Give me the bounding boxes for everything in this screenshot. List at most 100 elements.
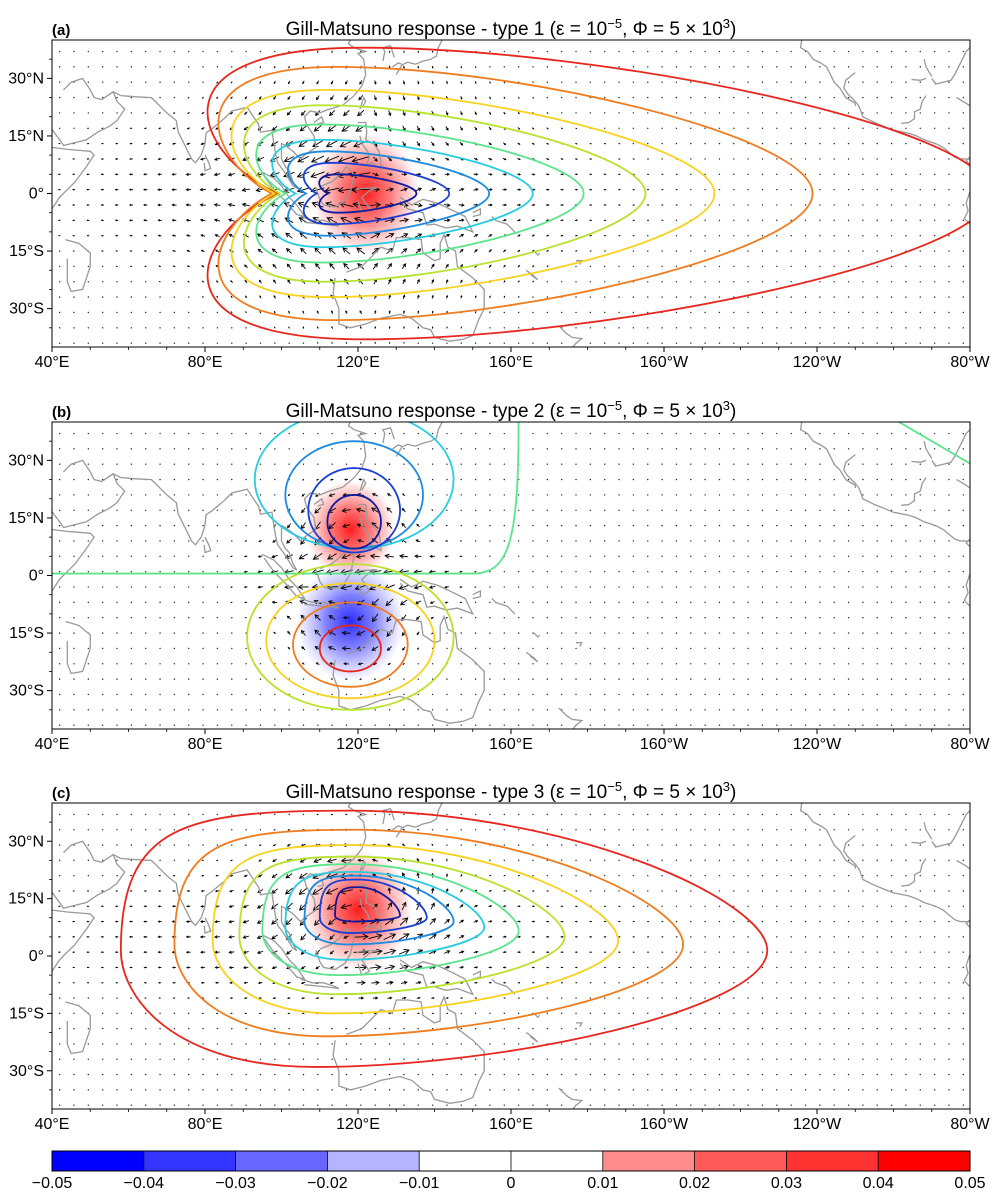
vector-dot <box>73 694 74 695</box>
vector-dot <box>217 617 218 618</box>
vector-dot <box>73 602 74 603</box>
vector-dot <box>159 1104 160 1105</box>
vector-dot <box>862 174 863 175</box>
vector-dot <box>891 112 892 113</box>
vector-dot <box>661 327 662 328</box>
vector-dot <box>762 571 763 572</box>
vector-dot <box>790 694 791 695</box>
vector-dot <box>733 204 734 205</box>
vector-dot <box>518 1089 519 1090</box>
vector-dot <box>604 982 605 983</box>
vector-head <box>446 311 447 312</box>
vector-dot <box>790 648 791 649</box>
vector-dot <box>375 1043 376 1044</box>
vector-dot <box>805 327 806 328</box>
vector-dot <box>819 632 820 633</box>
vector-dot <box>116 875 117 876</box>
vector-dot <box>762 906 763 907</box>
vector-dot <box>131 663 132 664</box>
vector-dot <box>819 250 820 251</box>
vector-dot <box>762 632 763 633</box>
vector-dot <box>948 678 949 679</box>
vector-dot <box>877 143 878 144</box>
vector-dot <box>346 1059 347 1060</box>
vector-dot <box>547 479 548 480</box>
vector-dot <box>461 663 462 664</box>
vector-dot <box>948 617 949 618</box>
vector-dot <box>131 829 132 830</box>
vector-dot <box>260 1089 261 1090</box>
vector-head <box>375 1028 376 1029</box>
vector-dot <box>489 342 490 343</box>
vector-dot <box>877 510 878 511</box>
vector-dot <box>590 814 591 815</box>
vector-dot <box>188 525 189 526</box>
vector-dot <box>704 1028 705 1029</box>
vector-dot <box>73 1028 74 1029</box>
vector-head <box>188 97 189 98</box>
vector-head <box>418 327 419 328</box>
vector-dot <box>719 143 720 144</box>
vector-dot <box>561 479 562 480</box>
vector-dot <box>489 540 490 541</box>
vector-dot <box>604 51 605 52</box>
vector-dot <box>590 694 591 695</box>
vector-dot <box>719 128 720 129</box>
vector-dot <box>776 936 777 937</box>
vector-dot <box>963 586 964 587</box>
vector-dot <box>733 632 734 633</box>
vector-dot <box>518 844 519 845</box>
vector-head <box>59 143 60 144</box>
vector-dot <box>131 281 132 282</box>
vector-dot <box>848 632 849 633</box>
vector-dot <box>762 724 763 725</box>
vector-dot <box>877 266 878 267</box>
vector-dot <box>776 890 777 891</box>
vector-dot <box>747 648 748 649</box>
vector-dot <box>877 448 878 449</box>
vector-head <box>318 343 319 344</box>
vector-dot <box>805 189 806 190</box>
vector-dot <box>690 1104 691 1105</box>
vector-dot <box>547 97 548 98</box>
vector-dot <box>891 617 892 618</box>
vector-dot <box>762 875 763 876</box>
vector-dot <box>561 525 562 526</box>
vector-dot <box>590 617 591 618</box>
vector-head <box>576 220 577 221</box>
vector-dot <box>848 128 849 129</box>
vector-head <box>159 982 160 983</box>
vector-head <box>88 982 89 983</box>
vector-head <box>331 679 332 680</box>
vector-head <box>174 998 175 999</box>
vector-dot <box>59 829 60 830</box>
vector-dot <box>561 1059 562 1060</box>
vector-dot <box>303 678 304 679</box>
vector-dot <box>733 128 734 129</box>
panel-a: 40°E 80°E 120°E 160°E 160°W 120°W 80°W30°N15°N… <box>8 16 990 371</box>
vector-dot <box>604 82 605 83</box>
vector-dot <box>805 648 806 649</box>
vector-dot <box>790 494 791 495</box>
vector-dot <box>704 158 705 159</box>
vector-dot <box>547 540 548 541</box>
vector-dot <box>647 875 648 876</box>
vector-dot <box>245 510 246 511</box>
vector-dot <box>790 556 791 557</box>
vector-dot <box>446 694 447 695</box>
vector-dot <box>202 586 203 587</box>
vector-head <box>87 174 88 175</box>
vector-dot <box>504 602 505 603</box>
vector-dot <box>647 281 648 282</box>
vector-dot <box>848 494 849 495</box>
vector-dot <box>88 296 89 297</box>
vector-dot <box>633 66 634 67</box>
vector-head <box>145 251 146 252</box>
vector-dot <box>661 617 662 618</box>
vector-dot <box>518 494 519 495</box>
vector-dot <box>905 586 906 587</box>
vector-dot <box>790 189 791 190</box>
vector-dot <box>905 97 906 98</box>
vector-dot <box>561 540 562 541</box>
vector-dot <box>346 1043 347 1044</box>
